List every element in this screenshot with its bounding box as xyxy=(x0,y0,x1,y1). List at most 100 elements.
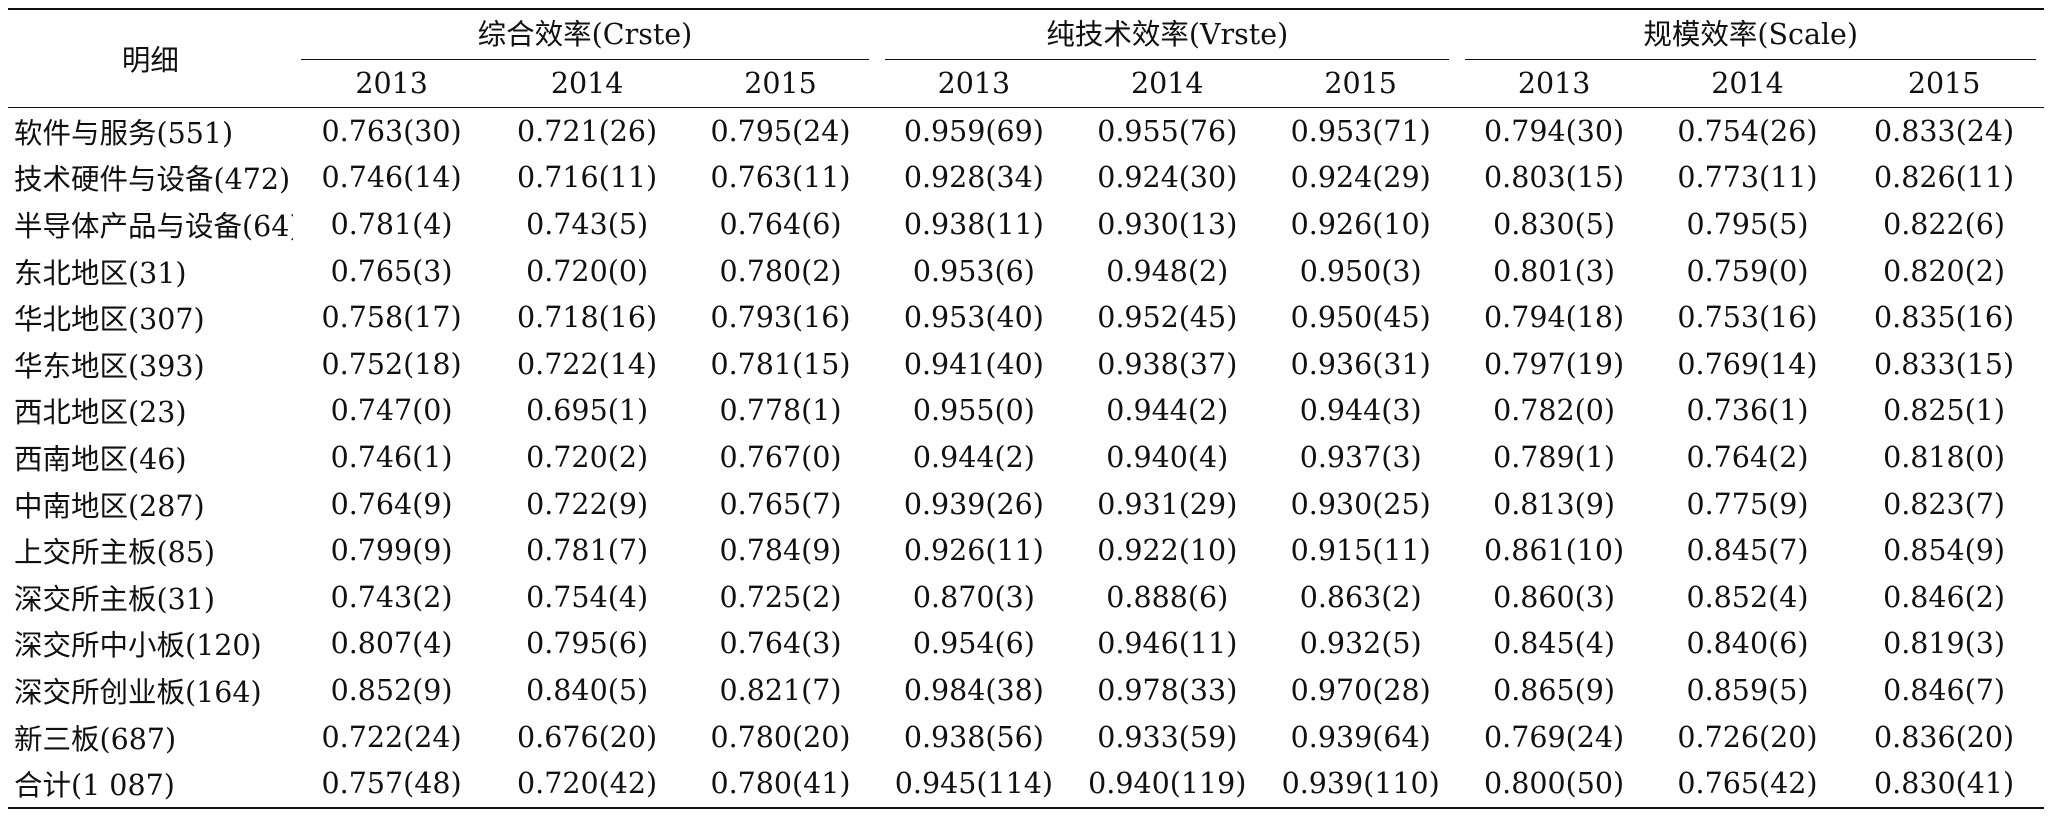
table-cell: 0.845(4) xyxy=(1493,627,1616,661)
table-cell: 0.781(15) xyxy=(710,347,851,381)
table-cell: 0.836(20) xyxy=(1874,720,2015,754)
row-label: 华北地区(307) xyxy=(14,303,205,337)
table-cell: 0.926(10) xyxy=(1290,207,1431,241)
table-cell: 0.950(3) xyxy=(1299,254,1422,288)
table-cell: 0.870(3) xyxy=(912,580,1035,614)
table-row: 西北地区(23) 0.747(0) 0.695(1) 0.778(1) 0.955(0)… xyxy=(8,388,2044,435)
table-cell: 0.955(76) xyxy=(1097,114,1238,148)
table-cell: 0.753(16) xyxy=(1677,301,1818,335)
efficiency-table: 明细 综合效率(Crste) 纯技术效率(Vrste) 规模效率(Scale) … xyxy=(8,8,2044,809)
table-cell: 0.826(11) xyxy=(1874,161,2015,195)
table-row: 合计(1 087) 0.757(48) 0.720(42) 0.780(41) 0.94… xyxy=(8,760,2044,809)
table-cell: 0.845(7) xyxy=(1686,534,1809,568)
table-cell: 0.863(2) xyxy=(1299,580,1422,614)
table-cell: 0.984(38) xyxy=(903,673,1044,707)
table-header: 明细 综合效率(Crste) 纯技术效率(Vrste) 规模效率(Scale) … xyxy=(8,8,2044,108)
table-cell: 0.795(6) xyxy=(526,627,649,661)
table-row: 西南地区(46) 0.746(1) 0.720(2) 0.767(0) 0.944(2)… xyxy=(8,434,2044,481)
table-cell: 0.763(30) xyxy=(321,114,462,148)
table-cell: 0.840(5) xyxy=(526,673,649,707)
table-cell: 0.854(9) xyxy=(1883,534,2006,568)
table-cell: 0.932(5) xyxy=(1299,627,1422,661)
table-cell: 0.950(45) xyxy=(1290,301,1431,335)
year-header-crste-0: 2013 xyxy=(292,60,491,108)
table-cell: 0.780(20) xyxy=(710,720,851,754)
table-cell: 0.767(0) xyxy=(719,440,842,474)
table-cell: 0.773(11) xyxy=(1677,161,1818,195)
table-cell: 0.736(1) xyxy=(1686,394,1809,428)
table-cell: 0.764(9) xyxy=(330,487,453,521)
table-row: 半导体产品与设备(64) 0.781(4) 0.743(5) 0.764(6) 0.93… xyxy=(8,201,2044,248)
year-header-scale-0: 2013 xyxy=(1457,60,1651,108)
table-cell: 0.793(16) xyxy=(710,301,851,335)
table-cell: 0.765(3) xyxy=(330,254,453,288)
table-cell: 0.818(0) xyxy=(1883,440,2006,474)
table-cell: 0.781(4) xyxy=(330,207,453,241)
table-cell: 0.953(40) xyxy=(903,301,1044,335)
row-label: 西北地区(23) xyxy=(14,396,187,430)
group-label-vrste: 纯技术效率(Vrste) xyxy=(885,12,1450,60)
table-row: 中南地区(287) 0.764(9) 0.722(9) 0.765(7) 0.939(2… xyxy=(8,481,2044,528)
table-cell: 0.953(6) xyxy=(912,254,1035,288)
table-cell: 0.937(3) xyxy=(1299,440,1422,474)
table-cell: 0.946(11) xyxy=(1097,627,1238,661)
table-cell: 0.803(15) xyxy=(1484,161,1625,195)
table-cell: 0.757(48) xyxy=(292,760,491,809)
table-cell: 0.948(2) xyxy=(1106,254,1229,288)
table-cell: 0.813(9) xyxy=(1493,487,1616,521)
table-cell: 0.789(1) xyxy=(1493,440,1616,474)
table-cell: 0.765(42) xyxy=(1650,760,1845,809)
table-cell: 0.944(3) xyxy=(1299,394,1422,428)
table-cell: 0.938(56) xyxy=(903,720,1044,754)
table-cell: 0.924(29) xyxy=(1290,161,1431,195)
table-cell: 0.725(2) xyxy=(719,580,842,614)
year-header-scale-2: 2015 xyxy=(1844,60,2044,108)
table-cell: 0.835(16) xyxy=(1874,301,2015,335)
table-cell: 0.769(14) xyxy=(1677,347,1818,381)
detail-column-header: 明细 xyxy=(8,8,293,108)
table-row: 深交所创业板(164) 0.852(9) 0.840(5) 0.821(7) 0.984… xyxy=(8,667,2044,714)
table-cell: 0.930(25) xyxy=(1290,487,1431,521)
table-row: 上交所主板(85) 0.799(9) 0.781(7) 0.784(9) 0.926(1… xyxy=(8,527,2044,574)
group-label-scale: 规模效率(Scale) xyxy=(1465,12,2036,60)
table-cell: 0.888(6) xyxy=(1106,580,1229,614)
table-cell: 0.764(3) xyxy=(719,627,842,661)
table-cell: 0.861(10) xyxy=(1484,534,1625,568)
group-header-crste: 综合效率(Crste) xyxy=(292,8,878,60)
year-header-vrste-2: 2015 xyxy=(1263,60,1458,108)
table-cell: 0.939(26) xyxy=(903,487,1044,521)
table-cell: 0.915(11) xyxy=(1290,534,1431,568)
table-cell: 0.926(11) xyxy=(903,534,1044,568)
table-cell: 0.754(4) xyxy=(526,580,649,614)
header-row-groups: 明细 综合效率(Crste) 纯技术效率(Vrste) 规模效率(Scale) xyxy=(8,8,2044,108)
table-cell: 0.825(1) xyxy=(1883,394,2006,428)
table-cell: 0.859(5) xyxy=(1686,673,1809,707)
group-label-crste: 综合效率(Crste) xyxy=(300,12,870,60)
table-cell: 0.944(2) xyxy=(1106,394,1229,428)
table-cell: 0.726(20) xyxy=(1677,720,1818,754)
table-cell: 0.955(0) xyxy=(912,394,1035,428)
row-label: 东北地区(31) xyxy=(14,256,187,290)
table-cell: 0.846(7) xyxy=(1883,673,2006,707)
table-cell: 0.720(42) xyxy=(490,760,684,809)
table-cell: 0.830(41) xyxy=(1844,760,2044,809)
table-cell: 0.970(28) xyxy=(1290,673,1431,707)
table-cell: 0.743(2) xyxy=(330,580,453,614)
year-header-scale-1: 2014 xyxy=(1650,60,1845,108)
row-label: 上交所主板(85) xyxy=(14,536,216,570)
table-cell: 0.780(2) xyxy=(719,254,842,288)
row-label: 华东地区(393) xyxy=(14,349,205,383)
table-cell: 0.940(119) xyxy=(1070,760,1264,809)
row-label: 西南地区(46) xyxy=(14,442,187,476)
table-cell: 0.952(45) xyxy=(1097,301,1238,335)
table-cell: 0.940(4) xyxy=(1106,440,1229,474)
table-row: 东北地区(31) 0.765(3) 0.720(0) 0.780(2) 0.953(6)… xyxy=(8,248,2044,295)
table-cell: 0.807(4) xyxy=(330,627,453,661)
table-cell: 0.941(40) xyxy=(903,347,1044,381)
table-cell: 0.860(3) xyxy=(1493,580,1616,614)
table-cell: 0.754(26) xyxy=(1677,114,1818,148)
table-cell: 0.953(71) xyxy=(1290,114,1431,148)
header-row-years: 2013 2014 2015 2013 2014 2015 2013 2014 2015 xyxy=(8,60,2044,108)
year-header-crste-1: 2014 xyxy=(490,60,684,108)
table-cell: 0.781(7) xyxy=(526,534,649,568)
